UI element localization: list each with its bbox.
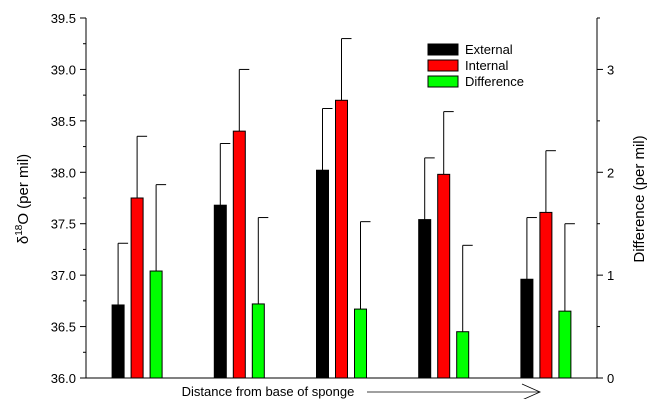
- legend-label-external: External: [465, 42, 513, 57]
- legend-label-internal: Internal: [465, 58, 508, 73]
- bar-difference-3: [354, 308, 367, 379]
- right-tick-label: 2: [607, 165, 614, 180]
- legend-swatch-difference: [427, 75, 459, 88]
- left-tick-label: 36.0: [51, 371, 76, 386]
- bar-external-2: [213, 204, 227, 379]
- left-tick-label: 38.0: [51, 165, 76, 180]
- x-axis-label: Distance from base of sponge: [182, 384, 355, 399]
- bar-external-4: [418, 219, 432, 379]
- right-tick-label: 1: [607, 268, 614, 283]
- left-tick-label: 38.5: [51, 114, 76, 129]
- bar-difference-1: [149, 270, 163, 379]
- right-y-axis: 0 1 2 3: [596, 17, 614, 386]
- legend-swatch-external: [427, 43, 459, 56]
- y-axis-right-label: Difference (per mil): [631, 135, 648, 262]
- left-tick-label: 39.5: [51, 11, 76, 26]
- x-axis-arrow: [367, 383, 541, 399]
- legend-label-difference: Difference: [465, 74, 524, 89]
- bar-external-5: [520, 278, 534, 379]
- right-tick-label: 3: [607, 62, 614, 77]
- bar-internal-5: [539, 211, 553, 379]
- left-y-axis: 36.0 36.5 37.0 37.5 38.0 38.5 39.0 39.5: [51, 11, 597, 386]
- bars-group: [111, 99, 572, 379]
- left-tick-label: 39.0: [51, 62, 76, 77]
- bar-internal-2: [232, 130, 246, 379]
- bar-difference-2: [251, 303, 265, 379]
- y-axis-left-label: δ18O (per mil): [14, 154, 32, 244]
- bar-internal-3: [335, 99, 348, 379]
- bar-internal-4: [437, 173, 451, 379]
- left-tick-label: 36.5: [51, 320, 76, 335]
- legend-swatch-internal: [427, 59, 459, 72]
- bar-internal-1: [130, 197, 144, 379]
- bar-external-1: [111, 304, 125, 379]
- left-tick-label: 37.5: [51, 217, 76, 232]
- error-bars-group: [117, 38, 575, 332]
- bar-difference-4: [456, 331, 470, 379]
- right-tick-label: 0: [607, 371, 614, 386]
- bar-difference-5: [558, 310, 572, 379]
- left-tick-label: 37.0: [51, 268, 76, 283]
- bar-external-3: [316, 169, 329, 379]
